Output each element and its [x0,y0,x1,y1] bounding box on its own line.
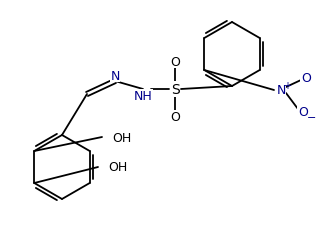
Text: O: O [301,71,311,84]
Text: −: − [307,112,317,122]
Text: O: O [170,111,180,124]
Text: N: N [110,69,120,82]
Text: +: + [283,81,291,91]
Text: N: N [276,84,286,97]
Text: S: S [171,83,179,97]
Text: O: O [170,55,180,68]
Text: OH: OH [108,161,127,174]
Text: O: O [298,106,308,119]
Text: NH: NH [134,90,152,103]
Text: OH: OH [112,131,131,144]
